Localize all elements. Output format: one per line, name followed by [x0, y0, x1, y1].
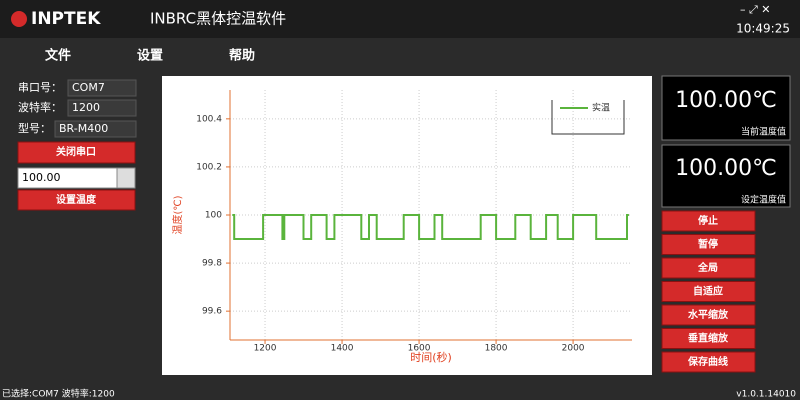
settings-panel: 串口号： COM7 波特率： 1200 型号： BR-M400 关闭串口 100… [17, 79, 137, 211]
combobox[interactable] [67, 99, 137, 117]
input-value: 100.00 [22, 171, 61, 184]
status-text: 已选择:COM7 波特率:1200 [2, 388, 115, 400]
legend-box [551, 100, 625, 135]
button[interactable] [17, 189, 136, 211]
x-tick-label: 1400 [331, 344, 354, 354]
combobox-value: BR-M400 [59, 122, 108, 135]
menu-item[interactable]: 设置 [137, 49, 163, 64]
display [661, 75, 791, 141]
button[interactable] [661, 351, 756, 373]
button-label: 水平缩放 [687, 308, 729, 321]
logo-icon [11, 11, 27, 27]
title-bar [0, 0, 800, 38]
display-value: 100.00℃ [675, 156, 777, 181]
window-controls[interactable]: – ⤢ ✕ [740, 3, 771, 16]
menu-item[interactable]: 帮助 [229, 48, 255, 64]
display-label: 设定温度值 [741, 194, 786, 206]
combobox-value: COM7 [72, 81, 105, 94]
button[interactable] [661, 257, 756, 279]
combobox-value: 1200 [72, 101, 100, 114]
field-label: 串口号： [18, 81, 62, 94]
button[interactable] [661, 234, 756, 255]
display-value: 100.00℃ [675, 88, 777, 113]
clock: 10:49:25 [736, 22, 790, 36]
button[interactable] [661, 304, 756, 326]
combobox[interactable] [67, 79, 137, 97]
button[interactable] [661, 281, 756, 302]
button[interactable] [661, 210, 756, 232]
x-tick-label: 2000 [562, 344, 585, 354]
y-tick-label: 99.8 [202, 259, 222, 269]
button[interactable] [17, 141, 136, 164]
button-label: 全局 [697, 261, 718, 274]
button-label: 垂直缩放 [688, 332, 729, 345]
legend-label: 实温 [592, 102, 610, 114]
series-line [232, 214, 629, 240]
field-label: 型号： [18, 121, 51, 135]
button-label: 自适应 [693, 285, 723, 298]
button-label: 停止 [698, 214, 718, 227]
menu-item[interactable]: 文件 [45, 48, 71, 64]
y-tick-label: 99.6 [202, 307, 222, 317]
button[interactable] [661, 328, 756, 349]
display-label: 当前温度值 [741, 126, 786, 138]
spinner[interactable] [116, 167, 136, 189]
y-tick-label: 100.2 [196, 162, 222, 172]
button-label: 设置温度 [56, 193, 97, 206]
field-label: 波特率： [18, 100, 62, 114]
combobox[interactable] [54, 120, 137, 138]
y-tick-label: 100 [205, 211, 222, 221]
logo: INPTEK [31, 9, 101, 29]
y-tick-label: 100.4 [196, 114, 222, 124]
x-tick-label: 1600 [408, 344, 431, 354]
x-axis-label: 时间(秒) [410, 350, 452, 364]
y-axis-label: 温度(℃) [171, 195, 184, 234]
chart: 99.6 99.8 100 100.2 100.4 1200 1400 1600 1800 200… [171, 90, 632, 364]
button-label: 关闭串口 [56, 145, 96, 158]
displays: 100.00℃ 当前温度值 100.00℃ 设定温度值 [661, 75, 791, 208]
x-tick-label: 1800 [485, 344, 508, 354]
display [661, 144, 791, 208]
x-tick-label: 1200 [254, 344, 277, 354]
chart-panel [162, 76, 652, 375]
button-label: 保存曲线 [687, 355, 728, 368]
version: v1.0.1.14010 [736, 390, 796, 400]
button-label: 暂停 [698, 238, 718, 251]
app-title: INBRC黑体控温软件 [150, 10, 286, 28]
